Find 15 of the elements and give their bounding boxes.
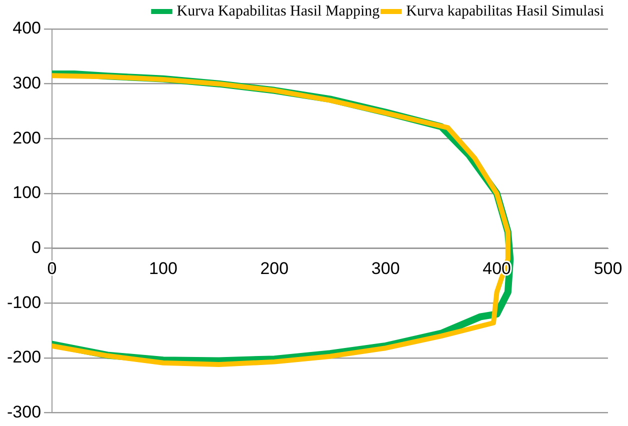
- y-tick-label: 400: [12, 18, 42, 38]
- x-tick-label: 0: [47, 259, 57, 278]
- y-tick-label: 100: [12, 183, 42, 202]
- x-tick-label: 300: [371, 259, 400, 278]
- legend-label: Kurva Kapabilitas Hasil Mapping: [176, 3, 380, 20]
- x-tick-label: 500: [594, 259, 622, 278]
- y-tick-label: -300: [6, 402, 42, 422]
- y-tick-label: 0: [32, 238, 42, 257]
- y-tick-label: -200: [6, 348, 42, 367]
- y-tick-label: 300: [12, 74, 42, 93]
- y-tick-label: -100: [6, 292, 42, 312]
- y-tick-label: 200: [12, 128, 42, 148]
- legend-label: Kurva kapabilitas Hasil Simulasi: [406, 3, 604, 20]
- x-tick-label: 200: [260, 259, 289, 278]
- x-tick-label: 100: [149, 259, 178, 278]
